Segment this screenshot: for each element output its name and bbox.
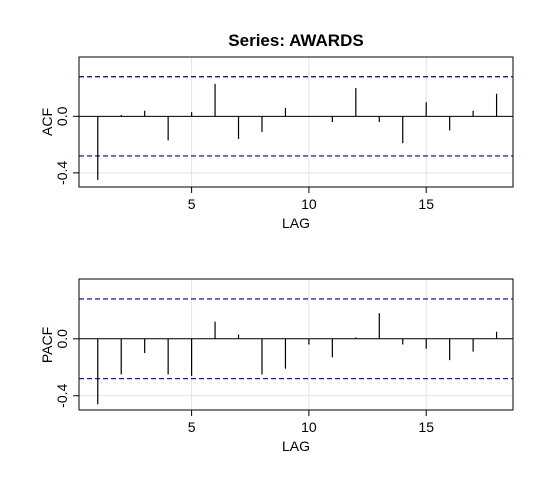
acf-ylabel: ACF bbox=[39, 108, 55, 136]
acf-xtick-label: 15 bbox=[418, 196, 434, 212]
acf-xtick-label: 10 bbox=[301, 196, 317, 212]
acf-plot-frame bbox=[78, 56, 514, 188]
pacf-plot-frame bbox=[78, 278, 514, 411]
acf-ytick-label: -0.4 bbox=[54, 161, 70, 185]
acf-xtick-label: 5 bbox=[188, 196, 196, 212]
pacf-xtick-label: 15 bbox=[418, 419, 434, 435]
pacf-ytick-label: 0.0 bbox=[54, 329, 70, 349]
chart-title: Series: AWARDS bbox=[228, 31, 363, 50]
acf-panel: ACF LAG 5 10 15 -0.4 0.0 bbox=[39, 56, 514, 231]
pacf-xlabel: LAG bbox=[282, 438, 310, 454]
pacf-xtick-label: 10 bbox=[301, 419, 317, 435]
pacf-ylabel: PACF bbox=[39, 327, 55, 363]
acf-ytick-label: 0.0 bbox=[54, 106, 70, 126]
acf-xlabel: LAG bbox=[282, 215, 310, 231]
pacf-panel: PACF LAG 5 10 15 -0.4 0.0 bbox=[39, 278, 514, 454]
pacf-xtick-label: 5 bbox=[188, 419, 196, 435]
pacf-ytick-label: -0.4 bbox=[54, 383, 70, 407]
